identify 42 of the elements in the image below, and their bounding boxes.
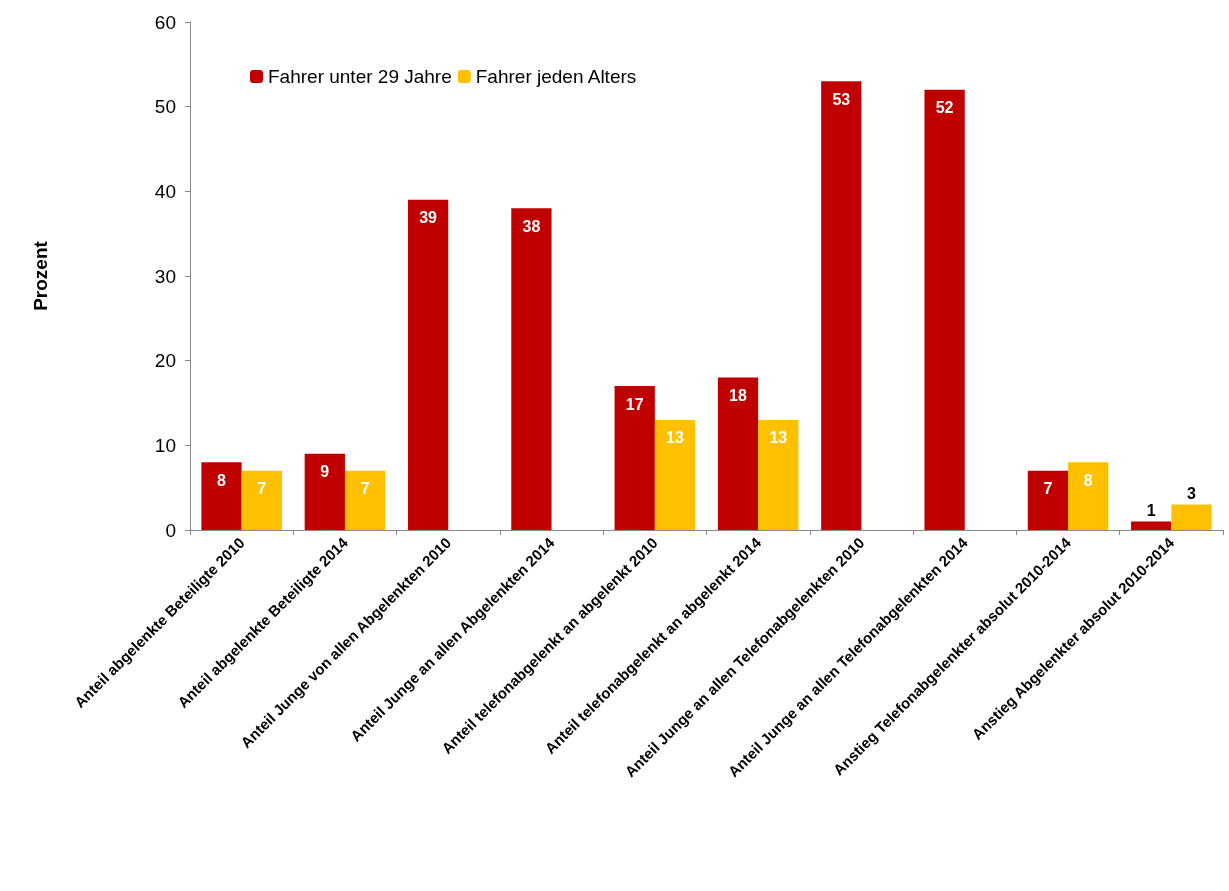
legend-label: Fahrer unter 29 Jahre bbox=[268, 66, 452, 87]
data-label: 7 bbox=[360, 480, 370, 498]
bar bbox=[1068, 462, 1109, 530]
bar bbox=[614, 386, 655, 530]
bar bbox=[241, 470, 282, 530]
data-label: 13 bbox=[769, 429, 788, 447]
bar bbox=[821, 81, 862, 530]
data-label: 3 bbox=[1187, 485, 1197, 503]
bar bbox=[201, 462, 242, 530]
data-label: 9 bbox=[320, 463, 330, 481]
data-label: 7 bbox=[257, 480, 267, 498]
data-label: 38 bbox=[522, 217, 541, 235]
data-label: 1 bbox=[1146, 502, 1156, 520]
y-tick-label: 40 bbox=[154, 180, 176, 202]
data-label: 7 bbox=[1043, 480, 1053, 498]
y-tick-label: 50 bbox=[154, 96, 176, 118]
y-tick-label: 10 bbox=[154, 434, 176, 456]
data-label: 8 bbox=[217, 471, 227, 489]
y-axis-title: Prozent bbox=[30, 240, 51, 311]
bar bbox=[407, 199, 449, 530]
bar bbox=[1027, 470, 1069, 530]
data-label: 8 bbox=[1083, 471, 1093, 489]
data-label: 17 bbox=[625, 395, 644, 413]
bar bbox=[717, 377, 759, 530]
data-label: 18 bbox=[729, 387, 748, 405]
y-tick-label: 30 bbox=[154, 265, 176, 287]
y-tick-label: 20 bbox=[154, 350, 176, 372]
bar bbox=[654, 419, 696, 530]
bar bbox=[758, 419, 799, 530]
y-tick-label: 0 bbox=[165, 519, 176, 541]
y-tick-label: 60 bbox=[154, 11, 176, 33]
bar bbox=[1171, 504, 1212, 530]
data-label: 39 bbox=[419, 209, 438, 227]
bar bbox=[344, 470, 386, 530]
data-label: 52 bbox=[935, 99, 954, 117]
bar bbox=[511, 208, 552, 530]
legend-label: Fahrer jeden Alters bbox=[475, 66, 637, 87]
data-label: 53 bbox=[832, 90, 851, 108]
bar bbox=[924, 89, 965, 530]
data-label: 13 bbox=[666, 429, 684, 447]
bar bbox=[304, 453, 345, 530]
bar bbox=[1131, 521, 1172, 530]
